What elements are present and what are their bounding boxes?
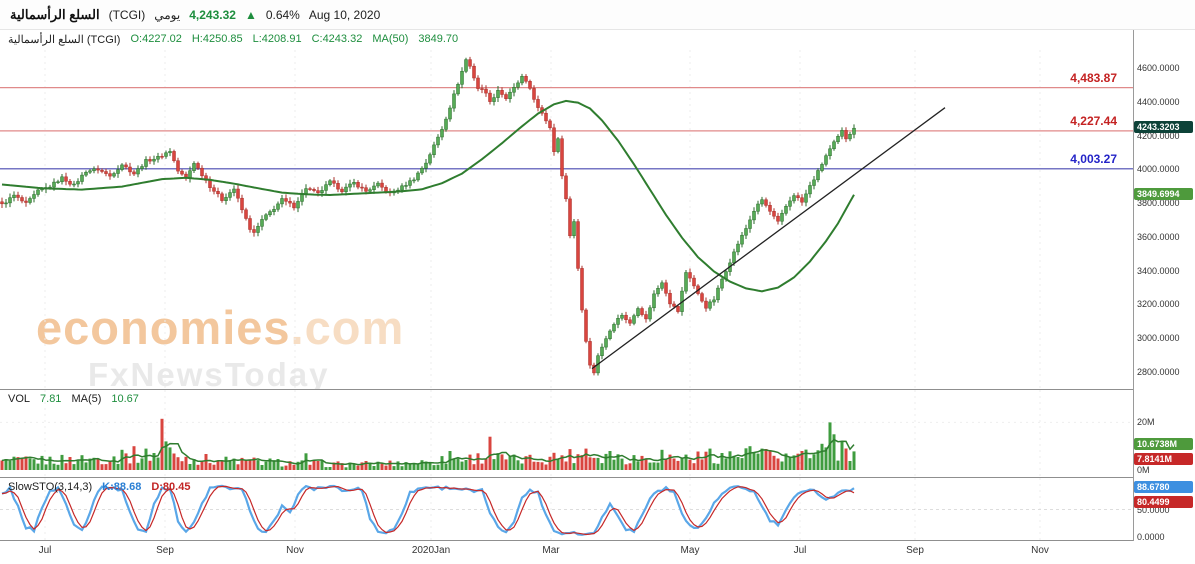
volume-label: VOL xyxy=(8,393,31,405)
time-axis-label: Nov xyxy=(1031,545,1049,556)
volume-axis-label: 0M xyxy=(1137,465,1150,475)
time-axis-label: Nov xyxy=(286,545,304,556)
time-axis-label: 2020Jan xyxy=(411,545,451,556)
stochastic-axis-label: 50.0000 xyxy=(1137,505,1170,515)
volume-ma-label: MA(5) xyxy=(71,393,102,405)
watermark-logo: economies.com xyxy=(36,304,404,351)
time-axis[interactable]: Jul Sep Nov 2020Jan Mar May Jul Sep Nov xyxy=(0,541,1133,564)
stochastic-axis-label: 0.0000 xyxy=(1137,532,1165,542)
ma50-badge: 3849.6994 xyxy=(1134,188,1193,200)
price-axis-label: 2800.0000 xyxy=(1137,367,1180,377)
volume-axis-label: 20M xyxy=(1137,417,1155,427)
change-percent: 0.64% xyxy=(265,7,300,22)
price-axis-label: 3600.0000 xyxy=(1137,232,1180,242)
price-axis-label: 4000.0000 xyxy=(1137,164,1180,174)
watermark-text: economies xyxy=(36,301,291,354)
stochastic-panel-header: SlowSTO(3,14,3) K:88.68 D:80.45 xyxy=(8,481,190,493)
volume-ma-badge: 10.6738M xyxy=(1134,438,1193,450)
close-value: C:4243.32 xyxy=(311,33,363,45)
stochastic-label: SlowSTO(3,14,3) xyxy=(8,481,93,493)
last-price-badge: 4243.3203 xyxy=(1134,121,1193,133)
price-axis-label: 3000.0000 xyxy=(1137,333,1180,343)
resistance-line-label[interactable]: 4,227.44 xyxy=(1068,114,1119,128)
watermark-tld: .com xyxy=(290,301,405,354)
price-panel-header: السلع الرأسمالية (TCGI) O:4227.02 H:4250… xyxy=(8,33,458,46)
time-axis-label: Jul xyxy=(38,545,52,556)
volume-panel[interactable]: VOL 7.81 MA(5) 10.67 xyxy=(0,390,1133,478)
chart-title: السلع الرأسمالية (TCGI) xyxy=(8,34,121,46)
price-axis-label: 3200.0000 xyxy=(1137,299,1180,309)
panel-separator xyxy=(0,540,1195,541)
symbol-code: (TCGI) xyxy=(108,7,146,22)
resistance-line-label[interactable]: 4,483.87 xyxy=(1068,71,1119,85)
price-axis-label: 4200.0000 xyxy=(1137,131,1180,141)
support-line-label[interactable]: 4,003.27 xyxy=(1068,152,1119,166)
up-arrow-icon: ▲ xyxy=(244,7,257,22)
last-price: 4,243.32 xyxy=(189,7,236,22)
price-axis[interactable]: 4600.0000 4400.0000 4200.0000 4000.0000 3800… xyxy=(1133,30,1195,542)
stochastic-d-badge: 80.4499 xyxy=(1134,496,1193,508)
stochastic-k-value: K:88.68 xyxy=(102,481,142,493)
date-label: Aug 10, 2020 xyxy=(308,7,381,22)
time-axis-label: Mar xyxy=(542,545,560,556)
time-axis-label: May xyxy=(680,545,700,556)
low-value: L:4208.91 xyxy=(252,33,302,45)
watermark: economies.com FxNewsToday xyxy=(36,304,404,390)
price-axis-label: 3400.0000 xyxy=(1137,266,1180,276)
candlestick-chart[interactable] xyxy=(0,30,1133,390)
high-value: H:4250.85 xyxy=(191,33,243,45)
stochastic-panel[interactable]: SlowSTO(3,14,3) K:88.68 D:80.45 xyxy=(0,478,1133,541)
watermark-subtitle: FxNewsToday xyxy=(88,356,330,390)
price-panel[interactable]: economies.com FxNewsToday السلع الرأسمال… xyxy=(0,30,1133,390)
stochastic-k-badge: 88.6780 xyxy=(1134,481,1193,493)
panel-separator[interactable] xyxy=(0,477,1195,478)
timeframe-selector[interactable]: يومي xyxy=(154,7,181,22)
open-value: O:4227.02 xyxy=(130,33,182,45)
stochastic-chart[interactable] xyxy=(0,478,1133,541)
topbar: السلع الرأسمالية (TCGI) يومي 4,243.32 ▲ … xyxy=(0,0,1195,30)
volume-ma-value: 10.67 xyxy=(111,393,139,405)
panel-separator[interactable] xyxy=(0,389,1195,390)
volume-panel-header: VOL 7.81 MA(5) 10.67 xyxy=(8,393,139,405)
time-axis-label: Sep xyxy=(156,545,174,556)
price-axis-label: 4400.0000 xyxy=(1137,97,1180,107)
stochastic-d-value: D:80.45 xyxy=(151,481,191,493)
time-axis-label: Sep xyxy=(906,545,924,556)
symbol-name: السلع الرأسمالية xyxy=(10,6,100,22)
price-axis-label: 3800.0000 xyxy=(1137,198,1180,208)
volume-badge: 7.8141M xyxy=(1134,453,1193,465)
ma50-label: MA(50) xyxy=(372,33,409,45)
volume-chart[interactable] xyxy=(0,390,1133,478)
time-axis-label: Jul xyxy=(793,545,807,556)
volume-value: 7.81 xyxy=(40,393,62,405)
price-axis-label: 4600.0000 xyxy=(1137,63,1180,73)
ma50-value: 3849.70 xyxy=(418,33,459,45)
